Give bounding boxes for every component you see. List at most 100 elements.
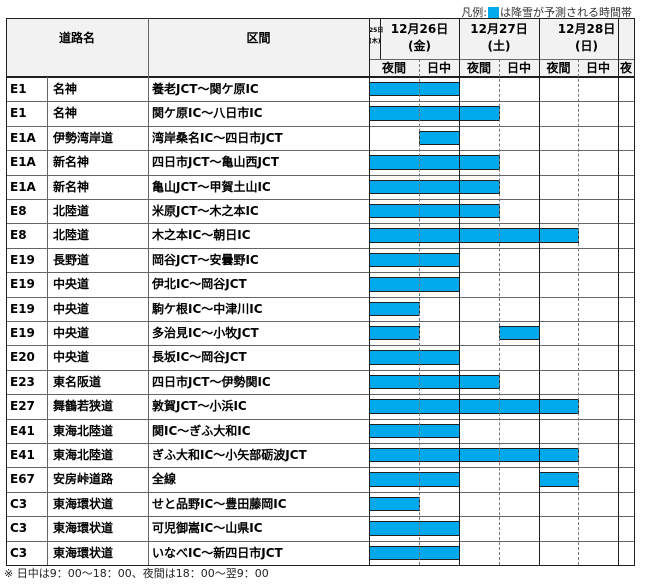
row-code: E1A [10,130,36,145]
row-road: 伊勢湾岸道 [53,130,114,145]
legend-swatch-icon [488,6,499,18]
row-section: 湾岸桑名IC～四日市JCT [152,130,283,145]
row-road: 舞鶴若狭道 [53,399,114,414]
grid-line [47,77,48,565]
row-road: 東海北陸道 [53,448,114,462]
row-code: E19 [10,301,35,316]
grid-line [578,59,579,565]
row-code: E20 [10,350,35,365]
grid-line [369,18,370,565]
grid-line [6,101,634,103]
row-code: C3 [10,496,28,511]
legend-text: は降雪が予測される時間帯 [500,6,632,19]
row-section: 可児御嵩IC～山県IC [152,521,263,536]
grid-line [6,174,634,176]
header-background [6,18,634,77]
snow-bar [369,399,579,414]
row-section: 駒ケ根IC～中津川IC [152,301,263,316]
row-road: 新名神 [53,155,90,170]
grid-line [6,540,634,542]
row-road: 中央道 [53,350,90,365]
header-section-label: 区間 [246,31,271,45]
row-section: 米原JCT～木之本IC [152,204,259,218]
grid-line [369,59,634,60]
grid-line [539,18,540,59]
period-label-0: 夜間 [381,61,406,75]
row-code: E19 [10,252,35,267]
snow-bar [369,106,500,121]
snow-bar [369,301,420,316]
grid-line [6,516,634,518]
snow-bar [369,545,460,560]
row-section: 四日市JCT～伊勢関IC [152,374,271,389]
row-code: E23 [10,374,35,389]
header-road-label: 道路名 [58,31,95,45]
snow-bar [419,130,460,146]
grid-line [6,272,634,274]
snow-bar [369,374,500,390]
row-road: 東海北陸道 [53,423,114,438]
row-road: 北陸道 [53,228,90,243]
grid-line [6,394,634,396]
grid-line [6,491,634,493]
row-section: 多治見IC～小牧JCT [152,326,259,340]
grid-line [6,199,634,200]
row-section: 木之本IC～朝日IC [152,228,251,243]
snow-bar [369,252,460,268]
snow-bar [369,521,460,536]
snow-bar [369,179,500,194]
row-section: 亀山JCT～甲賀土山IC [152,179,271,194]
snow-bar [499,326,540,341]
grid-line [6,223,634,225]
row-section: 伊北IC～岡谷JCT [152,277,247,292]
row-code: C3 [10,521,28,536]
snow-bar [369,277,460,292]
grid-line [6,443,634,444]
row-code: E41 [10,448,35,462]
grid-line [6,76,634,78]
row-section: 岡谷JCT～安曇野IC [152,252,259,267]
row-road: 長野道 [53,252,90,267]
header-dow-3: (日) [575,39,598,53]
row-code: E1 [10,82,27,96]
header-dow-25: (木) [369,38,381,45]
row-road: 名神 [53,82,78,96]
row-road: 東海環状道 [53,521,114,536]
row-code: E1A [10,179,36,194]
row-road: 東海環状道 [53,545,114,560]
row-code: C3 [10,545,28,560]
grid-line [6,150,634,152]
snow-bar [369,204,500,219]
row-code: E27 [10,399,35,414]
grid-line [6,18,7,566]
legend-prefix: 凡例: [461,6,487,19]
row-section: 関ケ原IC～八日市IC [152,106,263,121]
header-day-1: 12月26日 [390,22,449,36]
row-road: 新名神 [53,179,90,194]
grid-line [539,59,540,565]
grid-line [618,18,619,59]
row-section: 四日市JCT～亀山西JCT [152,155,279,170]
footnote: ※ 日中は9：00～18：00、夜間は18：00～翌9：00 [4,567,269,580]
row-section: 敦賀JCT～小浜IC [152,399,247,414]
period-label-3: 日中 [506,61,531,75]
snow-bar [369,423,460,438]
header-day-2: 12月27日 [470,22,528,36]
grid-line [6,321,634,322]
grid-line [6,565,634,566]
grid-line [148,18,149,565]
header-dow-1: (金) [408,39,431,53]
legend: 凡例: は降雪が予測される時間帯 [461,4,632,20]
row-section: 養老JCT～関ケ原IC [152,82,259,96]
grid-line [6,125,634,127]
row-road: 名神 [53,106,78,121]
snow-bar [369,448,579,463]
row-code: E41 [10,423,35,438]
header-day-3: 12月28日 [557,22,616,36]
row-code: E67 [10,472,35,487]
grid-line [6,467,634,469]
row-road: 安房峠道路 [53,472,114,487]
snow-bar [369,82,460,97]
row-road: 中央道 [53,301,90,316]
